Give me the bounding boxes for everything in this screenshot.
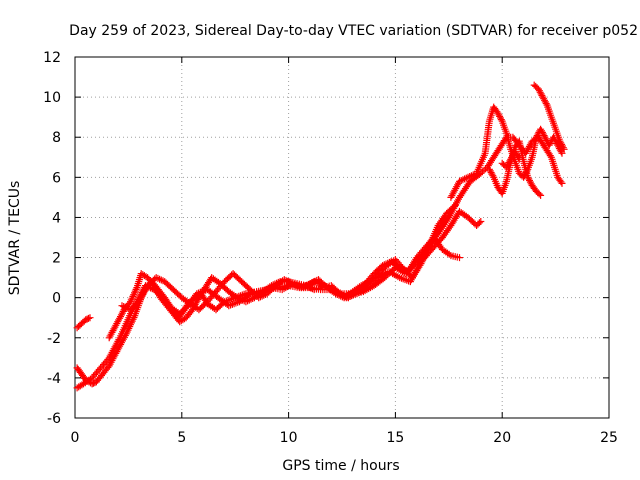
data-point-markers — [73, 314, 94, 332]
y-tick-label: 6 — [52, 170, 61, 186]
series-track-c — [73, 207, 485, 392]
x-tick-label: 0 — [71, 430, 80, 446]
series-track-a — [73, 314, 94, 332]
x-tick-label: 5 — [177, 430, 186, 446]
plot-frame — [74, 56, 610, 419]
data-point-markers — [498, 147, 523, 171]
y-tick-label: 0 — [52, 291, 61, 307]
x-tick-label: 10 — [280, 430, 298, 446]
chart-title: Day 259 of 2023, Sidereal Day-to-day VTE… — [69, 23, 638, 39]
y-tick-label: -6 — [47, 411, 61, 427]
data-point-markers — [73, 207, 485, 392]
x-tick-label: 25 — [600, 430, 618, 446]
y-tick-label: -2 — [47, 331, 61, 347]
data-point-markers — [118, 201, 459, 314]
tick-layer: 0 5 10 15 20 25 -6 -4 -2 0 2 4 6 8 10 12 — [43, 50, 618, 446]
points-layer — [73, 81, 568, 392]
y-axis-label: SDTVAR / TECUs — [7, 181, 23, 296]
x-axis-label: GPS time / hours — [282, 458, 399, 474]
y-tick-label: 10 — [43, 90, 61, 106]
series-track-i — [498, 147, 523, 171]
y-tick-label: 8 — [52, 130, 61, 146]
x-tick-label: 20 — [493, 430, 511, 446]
y-tick-label: 4 — [52, 210, 61, 226]
y-tick-label: 2 — [52, 251, 61, 267]
y-tick-label: 12 — [43, 50, 61, 66]
x-tick-label: 15 — [386, 430, 404, 446]
series-track-h — [530, 81, 568, 153]
grid-layer — [75, 57, 609, 418]
y-tick-label: -4 — [47, 371, 61, 387]
data-point-markers — [530, 81, 568, 153]
series-track-e — [118, 201, 459, 314]
